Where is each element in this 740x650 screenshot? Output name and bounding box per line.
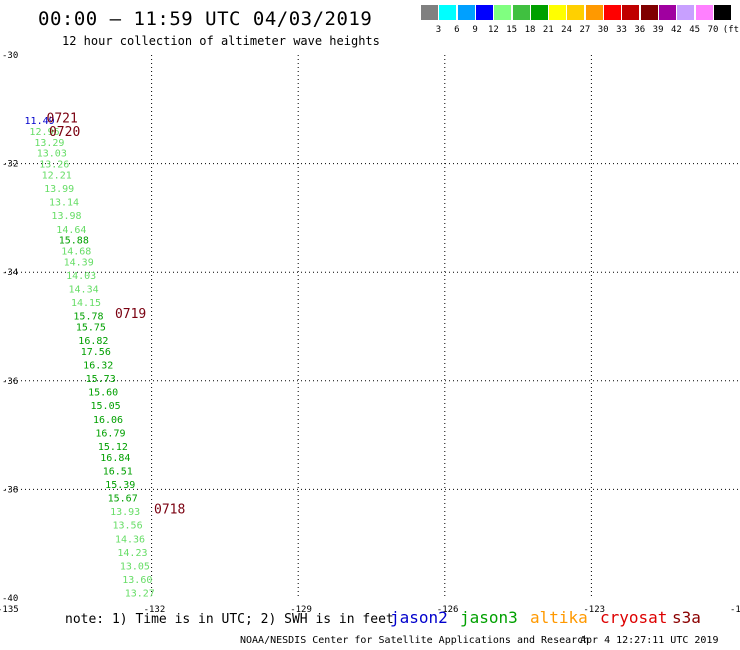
wave-height-value: 16.32 <box>83 361 113 372</box>
legend-swatch <box>421 5 438 20</box>
wave-height-value: 13.99 <box>44 184 74 195</box>
y-axis-label: -34 <box>2 268 18 278</box>
wave-height-value: 12.96 <box>29 127 59 138</box>
satellite-name: altika <box>530 608 588 627</box>
map-subtitle: 12 hour collection of altimeter wave hei… <box>62 34 380 48</box>
wave-height-value: 16.51 <box>103 466 133 477</box>
x-axis-label: -132 <box>144 605 166 615</box>
legend-label: 33 <box>616 25 627 35</box>
wave-height-value: 13.26 <box>39 160 69 171</box>
pass-time-label: 0718 <box>154 502 185 517</box>
satellite-name: jason2 <box>390 608 448 627</box>
legend-swatch <box>475 5 493 20</box>
wave-height-value: 15.39 <box>105 480 135 491</box>
wave-height-value: 13.93 <box>110 507 140 518</box>
wave-height-value: 15.88 <box>59 236 89 247</box>
y-axis-label: -32 <box>2 160 18 170</box>
wave-height-value: 11.49 <box>25 116 55 127</box>
wave-height-value: 14.15 <box>71 298 101 309</box>
wave-height-value: 14.36 <box>115 534 145 545</box>
map-title: 00:00 – 11:59 UTC 04/03/2019 <box>38 8 373 30</box>
wave-height-value: 15.73 <box>86 374 116 385</box>
wave-height-value: 14.03 <box>66 271 96 282</box>
wave-height-value: 16.84 <box>100 453 130 464</box>
wave-height-value: 13.05 <box>120 561 150 572</box>
legend-swatch <box>457 5 475 20</box>
timestamp: Apr 4 12:27:11 UTC 2019 <box>580 635 719 646</box>
wave-height-value: 13.29 <box>34 138 64 149</box>
legend-label: (ft) <box>722 25 740 35</box>
legend-swatch <box>622 5 640 20</box>
wave-height-value: 14.68 <box>61 246 91 257</box>
footnote: note: 1) Time is in UTC; 2) SWH is in fe… <box>65 612 394 627</box>
pass-time-label: 0719 <box>115 307 146 322</box>
wave-height-value: 13.56 <box>113 521 143 532</box>
wave-height-value: 12.21 <box>42 170 72 181</box>
satellite-name: jason3 <box>460 608 518 627</box>
legend-label: 18 <box>524 25 536 35</box>
wave-height-value: 14.23 <box>117 548 147 559</box>
legend-label: 45 <box>689 25 701 35</box>
wave-height-value: 14.64 <box>56 225 86 236</box>
legend-label: 12 <box>487 25 499 35</box>
legend-label: 15 <box>506 25 518 35</box>
x-axis-label: -126 <box>437 605 459 615</box>
wave-height-value: 13.14 <box>49 198 79 209</box>
legend-swatch <box>439 5 457 20</box>
legend-swatch <box>677 5 695 20</box>
wave-height-value: 16.82 <box>78 336 108 347</box>
legend-label: 42 <box>670 25 682 35</box>
wave-height-value: 15.12 <box>98 442 128 453</box>
legend-label: 27 <box>579 25 591 35</box>
wave-height-value: 16.79 <box>95 428 125 439</box>
y-axis-label: -30 <box>2 51 18 61</box>
x-axis-label: -120 <box>730 605 740 615</box>
legend-swatch <box>585 5 603 20</box>
wave-height-value: 16.06 <box>93 415 123 426</box>
x-axis-label: -135 <box>0 605 19 615</box>
wave-height-value: 14.39 <box>64 257 94 268</box>
wave-height-value: 15.67 <box>108 494 138 505</box>
wave-height-value: 17.56 <box>81 347 111 358</box>
wave-height-value: 15.05 <box>91 401 121 412</box>
legend-swatch <box>494 5 512 20</box>
credit-line: NOAA/NESDIS Center for Satellite Applica… <box>240 635 590 646</box>
legend-swatch <box>713 5 731 20</box>
wave-height-value: 15.75 <box>76 323 106 334</box>
wave-height-value: 13.98 <box>51 211 81 222</box>
legend-label: 6 <box>454 25 460 35</box>
legend-label: 3 <box>435 25 442 35</box>
legend-label: 21 <box>542 25 554 35</box>
legend-label: 39 <box>652 25 664 35</box>
pass-time-label: 0720 <box>49 125 80 140</box>
legend-swatch <box>549 5 567 20</box>
y-axis-label: -36 <box>2 377 18 387</box>
legend-swatch <box>640 5 658 20</box>
wave-height-value: 13.60 <box>122 575 152 586</box>
x-axis-label: -123 <box>583 605 605 615</box>
y-axis-label: -40 <box>2 594 18 604</box>
legend-label: 36 <box>634 25 646 35</box>
x-axis-label: -129 <box>290 605 312 615</box>
wave-height-value: 14.34 <box>69 284 99 295</box>
legend-swatch <box>512 5 530 20</box>
legend-swatch <box>695 5 713 20</box>
satellite-name: cryosat <box>600 608 668 627</box>
legend-label: 30 <box>597 25 609 35</box>
legend-swatch <box>567 5 585 20</box>
wave-height-value: 13.27 <box>125 589 155 600</box>
y-axis-label: -38 <box>2 485 18 495</box>
legend-label: 70 <box>707 25 719 35</box>
wave-height-value: 15.78 <box>73 312 103 323</box>
legend-swatch <box>658 5 676 20</box>
satellite-name: s3a <box>672 608 701 627</box>
legend-label: 9 <box>472 25 478 35</box>
pass-time-label: 0721 <box>47 111 78 126</box>
wave-height-value: 15.60 <box>88 388 118 399</box>
legend-swatch <box>604 5 621 20</box>
legend-label: 24 <box>561 25 573 35</box>
wave-height-value: 13.03 <box>37 149 67 160</box>
legend-swatch <box>530 5 548 20</box>
